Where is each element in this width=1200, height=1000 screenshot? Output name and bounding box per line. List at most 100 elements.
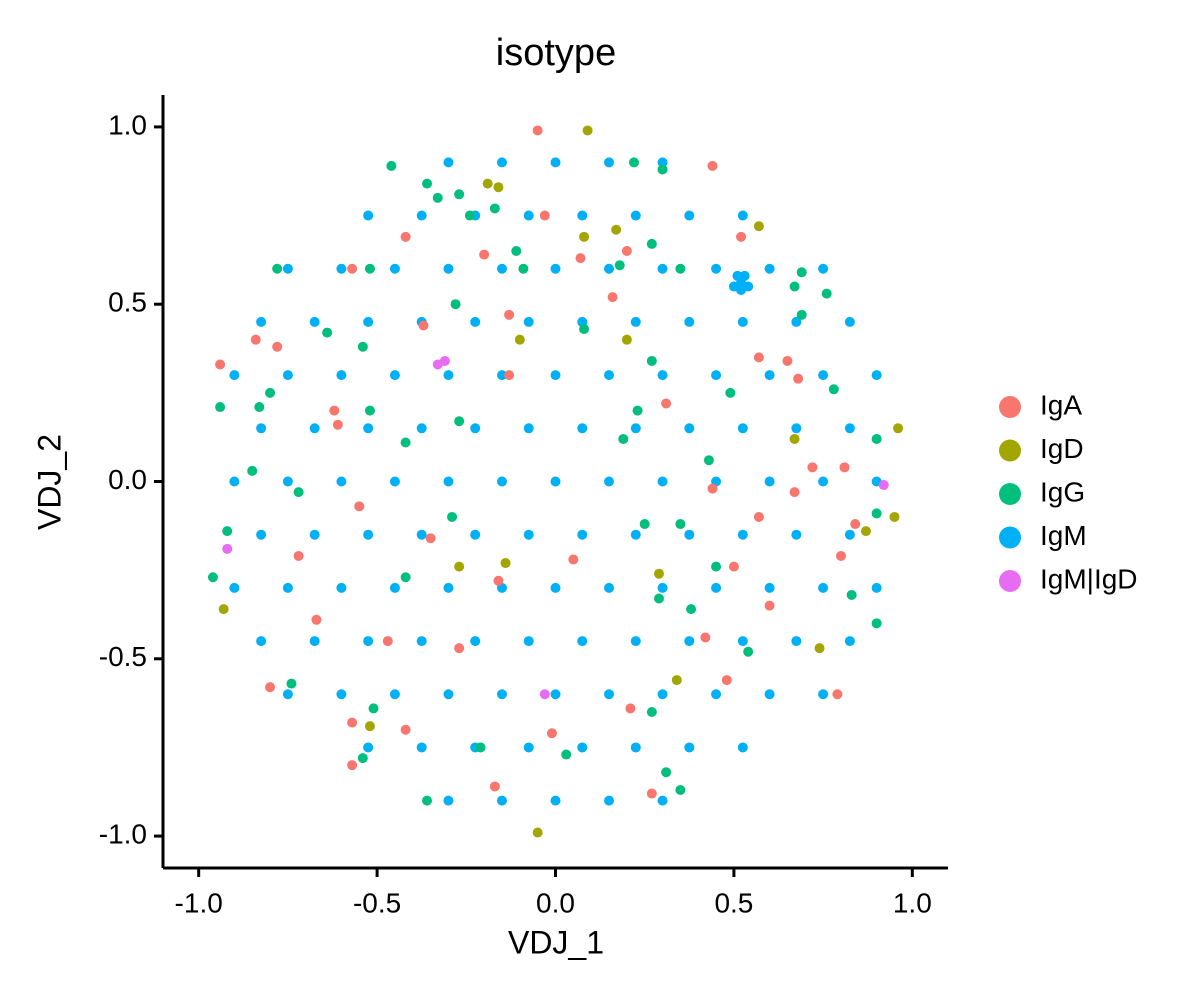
point bbox=[329, 405, 340, 416]
point bbox=[363, 210, 374, 221]
point bbox=[479, 249, 490, 260]
point bbox=[518, 263, 529, 274]
point bbox=[630, 742, 641, 753]
point bbox=[657, 370, 668, 381]
point bbox=[400, 437, 411, 448]
point bbox=[347, 263, 358, 274]
point bbox=[639, 519, 650, 530]
point bbox=[707, 483, 718, 494]
point bbox=[454, 416, 465, 427]
point bbox=[737, 636, 748, 647]
point bbox=[496, 795, 507, 806]
legend-swatch bbox=[999, 570, 1021, 592]
point bbox=[764, 582, 775, 593]
point bbox=[550, 689, 561, 700]
point bbox=[791, 529, 802, 540]
point bbox=[728, 561, 739, 572]
point bbox=[511, 246, 522, 257]
point bbox=[286, 678, 297, 689]
y-axis-title: VDJ_2 bbox=[31, 434, 67, 530]
point bbox=[439, 355, 450, 366]
point bbox=[764, 476, 775, 487]
point bbox=[818, 582, 829, 593]
point bbox=[322, 327, 333, 338]
point bbox=[814, 643, 825, 654]
point bbox=[416, 210, 427, 221]
point bbox=[850, 519, 861, 530]
point bbox=[684, 636, 695, 647]
point bbox=[791, 423, 802, 434]
point bbox=[282, 689, 293, 700]
point bbox=[532, 125, 543, 136]
point bbox=[818, 476, 829, 487]
point bbox=[489, 781, 500, 792]
point bbox=[629, 157, 639, 168]
point bbox=[828, 384, 839, 395]
point bbox=[657, 795, 668, 806]
point bbox=[229, 370, 240, 381]
point bbox=[443, 795, 454, 806]
point bbox=[293, 550, 304, 561]
point bbox=[363, 742, 374, 753]
point bbox=[657, 476, 668, 487]
point bbox=[496, 370, 507, 381]
point bbox=[764, 370, 775, 381]
point bbox=[878, 480, 889, 491]
point bbox=[675, 519, 686, 530]
point bbox=[711, 561, 722, 572]
point bbox=[229, 476, 240, 487]
point bbox=[282, 476, 293, 487]
point bbox=[514, 334, 525, 345]
point bbox=[363, 529, 374, 540]
point bbox=[382, 636, 393, 647]
point bbox=[835, 550, 846, 561]
point bbox=[661, 767, 672, 778]
point bbox=[247, 465, 258, 476]
y-tick-label: -0.5 bbox=[99, 641, 147, 672]
point bbox=[839, 462, 850, 473]
point bbox=[871, 508, 882, 519]
point bbox=[443, 370, 454, 381]
point bbox=[657, 157, 668, 168]
point bbox=[684, 529, 695, 540]
point bbox=[470, 423, 481, 434]
point bbox=[579, 231, 590, 242]
point bbox=[443, 476, 454, 487]
point bbox=[532, 827, 543, 838]
point bbox=[357, 753, 368, 764]
point bbox=[700, 632, 711, 643]
legend-label: IgA bbox=[1040, 389, 1082, 420]
point bbox=[256, 316, 267, 327]
point bbox=[721, 675, 732, 686]
point bbox=[630, 423, 641, 434]
point bbox=[450, 299, 461, 310]
point bbox=[844, 316, 855, 327]
point bbox=[630, 636, 641, 647]
point bbox=[703, 455, 714, 466]
point bbox=[860, 526, 871, 537]
point bbox=[614, 260, 625, 271]
x-tick-label: 0.0 bbox=[536, 887, 575, 918]
chart-title: isotype bbox=[496, 32, 616, 74]
point bbox=[470, 316, 481, 327]
point bbox=[657, 582, 668, 593]
point bbox=[753, 221, 764, 232]
point bbox=[577, 423, 588, 434]
point bbox=[254, 402, 265, 413]
point bbox=[630, 316, 641, 327]
point bbox=[309, 316, 320, 327]
point bbox=[256, 423, 267, 434]
point bbox=[791, 636, 802, 647]
point bbox=[657, 689, 668, 700]
point bbox=[550, 795, 561, 806]
point bbox=[653, 593, 664, 604]
point bbox=[523, 210, 534, 221]
point bbox=[482, 178, 493, 189]
point bbox=[675, 784, 686, 795]
point bbox=[846, 589, 857, 600]
point bbox=[743, 646, 754, 657]
point bbox=[386, 160, 397, 171]
point bbox=[454, 643, 465, 654]
point bbox=[470, 636, 481, 647]
x-axis-title: VDJ_1 bbox=[508, 924, 604, 960]
